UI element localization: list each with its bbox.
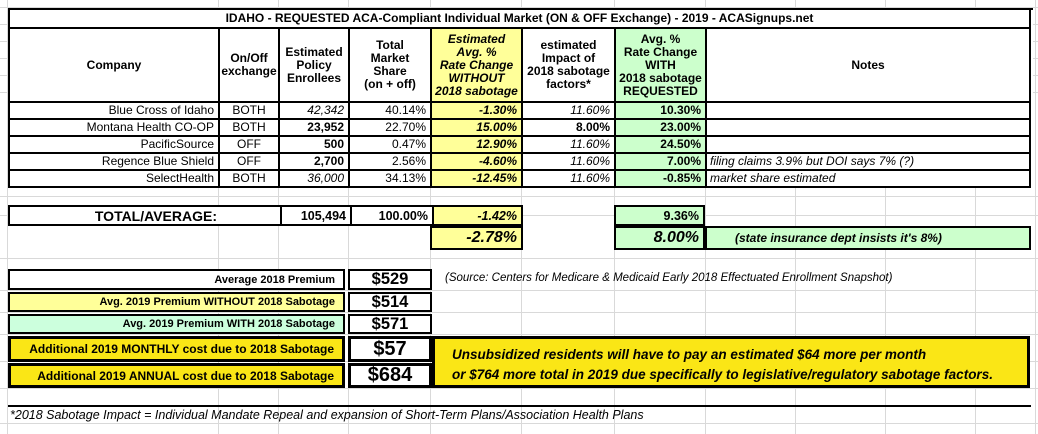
- gridline: [705, 0, 706, 434]
- cell-enrollees[interactable]: 36,000: [280, 171, 350, 188]
- cell-share[interactable]: 0.47%: [350, 137, 432, 154]
- market-table: IDAHO - REQUESTED ACA-Compliant Individu…: [8, 8, 1033, 188]
- premium-value-2019-without[interactable]: $514: [348, 292, 432, 312]
- col-header-rate-with[interactable]: Avg. % Rate Change WITH 2018 sabotage RE…: [616, 29, 707, 103]
- cell-notes[interactable]: [707, 103, 1031, 120]
- cell-company[interactable]: Blue Cross of Idaho: [10, 103, 220, 120]
- cell-impact[interactable]: 8.00%: [523, 120, 616, 137]
- col-header-rate-without[interactable]: Estimated Avg. % Rate Change WITHOUT 201…: [432, 29, 523, 103]
- sabotage-footnote: *2018 Sabotage Impact = Individual Manda…: [8, 405, 1031, 423]
- cell-impact[interactable]: 11.60%: [523, 103, 616, 120]
- callout-line-2: or $764 more total in 2019 due specifica…: [452, 367, 993, 382]
- cell-impact[interactable]: 11.60%: [523, 171, 616, 188]
- cell-rate-without[interactable]: 12.90%: [432, 137, 523, 154]
- weighted-rate-note[interactable]: (state insurance dept insists it's 8%): [705, 226, 1031, 250]
- cell-exchange[interactable]: BOTH: [220, 171, 280, 188]
- total-rate-with[interactable]: 9.36%: [614, 205, 705, 226]
- cell-company[interactable]: SelectHealth: [10, 171, 220, 188]
- cell-enrollees[interactable]: 42,342: [280, 103, 350, 120]
- premium-value-2019-with[interactable]: $571: [348, 314, 432, 334]
- cell-enrollees[interactable]: 23,952: [280, 120, 350, 137]
- cell-rate-without[interactable]: -12.45%: [432, 171, 523, 188]
- cell-notes[interactable]: [707, 137, 1031, 154]
- cell-rate-with[interactable]: -0.85%: [616, 171, 707, 188]
- cell-rate-without[interactable]: 15.00%: [432, 120, 523, 137]
- cell-exchange[interactable]: OFF: [220, 137, 280, 154]
- total-enrollees[interactable]: 105,494: [280, 207, 350, 224]
- annual-cost-label[interactable]: Additional 2019 ANNUAL cost due to 2018 …: [8, 363, 345, 388]
- gridline: [0, 196, 1038, 197]
- cell-rate-with[interactable]: 24.50%: [616, 137, 707, 154]
- weighted-rate-without[interactable]: -2.78%: [430, 226, 523, 250]
- gridline: [975, 0, 976, 434]
- total-row: TOTAL/AVERAGE: 105,494 100.00% -1.42%: [8, 205, 523, 226]
- annual-cost-value[interactable]: $684: [348, 363, 432, 388]
- cell-exchange[interactable]: BOTH: [220, 103, 280, 120]
- total-rate-without[interactable]: -1.42%: [432, 207, 521, 224]
- cell-enrollees[interactable]: 2,700: [280, 154, 350, 171]
- cell-enrollees[interactable]: 500: [280, 137, 350, 154]
- monthly-cost-value[interactable]: $57: [348, 336, 432, 362]
- cell-notes[interactable]: filing claims 3.9% but DOI says 7% (?): [707, 154, 1031, 171]
- col-header-notes[interactable]: Notes: [707, 29, 1031, 103]
- page-title[interactable]: IDAHO - REQUESTED ACA-Compliant Individu…: [10, 10, 1031, 29]
- gridline: [795, 0, 796, 434]
- premium-label-2019-with[interactable]: Avg. 2019 Premium WITH 2018 Sabotage: [8, 314, 345, 334]
- col-header-enrollees[interactable]: Estimated Policy Enrollees: [280, 29, 350, 103]
- cell-rate-without[interactable]: -4.60%: [432, 154, 523, 171]
- total-label[interactable]: TOTAL/AVERAGE:: [94, 207, 217, 224]
- sabotage-callout: Unsubsidized residents will have to pay …: [432, 336, 1030, 388]
- cell-rate-with[interactable]: 10.30%: [616, 103, 707, 120]
- gridline: [0, 258, 1038, 259]
- cell-rate-with[interactable]: 7.00%: [616, 154, 707, 171]
- cell-exchange[interactable]: OFF: [220, 154, 280, 171]
- premium-value-2018[interactable]: $529: [348, 269, 432, 290]
- callout-line-1: Unsubsidized residents will have to pay …: [452, 347, 927, 362]
- gridline: [0, 388, 1038, 389]
- col-header-impact[interactable]: estimated Impact of 2018 sabotage factor…: [523, 29, 616, 103]
- cell-company[interactable]: Regence Blue Shield: [10, 154, 220, 171]
- cell-notes[interactable]: market share estimated: [707, 171, 1031, 188]
- col-header-market-share[interactable]: Total Market Share (on + off): [350, 29, 432, 103]
- cell-share[interactable]: 22.70%: [350, 120, 432, 137]
- gridline: [0, 290, 1038, 291]
- cell-share[interactable]: 40.14%: [350, 103, 432, 120]
- cell-company[interactable]: Montana Health CO-OP: [10, 120, 220, 137]
- cell-impact[interactable]: 11.60%: [523, 137, 616, 154]
- col-header-exchange[interactable]: On/Off exchange: [220, 29, 280, 103]
- gridline: [0, 423, 1038, 424]
- premium-label-2019-without[interactable]: Avg. 2019 Premium WITHOUT 2018 Sabotage: [8, 292, 345, 312]
- cell-notes[interactable]: [707, 120, 1031, 137]
- col-header-company[interactable]: Company: [10, 29, 220, 103]
- cell-impact[interactable]: 11.60%: [523, 154, 616, 171]
- cell-company[interactable]: PacificSource: [10, 137, 220, 154]
- source-note: (Source: Centers for Medicare & Medicaid…: [445, 272, 893, 284]
- total-share[interactable]: 100.00%: [350, 207, 432, 224]
- gridline: [7, 0, 8, 434]
- cell-rate-without[interactable]: -1.30%: [432, 103, 523, 120]
- premium-label-2018[interactable]: Average 2018 Premium: [8, 269, 345, 290]
- cell-rate-with[interactable]: 23.00%: [616, 120, 707, 137]
- gridline: [885, 0, 886, 434]
- gridline: [0, 7, 1038, 8]
- cell-share[interactable]: 2.56%: [350, 154, 432, 171]
- cell-share[interactable]: 34.13%: [350, 171, 432, 188]
- gridline: [0, 312, 1038, 313]
- gridline: [0, 334, 1038, 335]
- gridline: [1035, 0, 1036, 434]
- cell-exchange[interactable]: BOTH: [220, 120, 280, 137]
- monthly-cost-label[interactable]: Additional 2019 MONTHLY cost due to 2018…: [8, 336, 345, 362]
- weighted-rate-with[interactable]: 8.00%: [614, 226, 705, 250]
